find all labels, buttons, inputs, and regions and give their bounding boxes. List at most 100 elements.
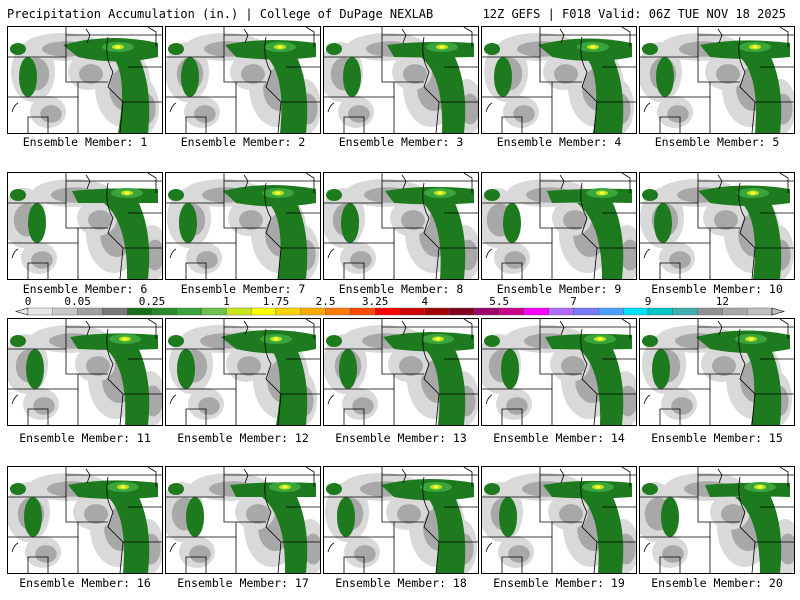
moderate-precip-area bbox=[326, 331, 474, 425]
colorbar-swatch bbox=[399, 307, 425, 316]
member-label-8: Ensemble Member: 8 bbox=[338, 282, 464, 296]
colorbar-svg: 0 0.05 0.25 1 1.75 2.5 3.25 4 5.5 7 9 12 bbox=[14, 295, 786, 316]
colorbar-swatch bbox=[226, 307, 252, 316]
state-borders bbox=[8, 27, 162, 133]
member-label-5: Ensemble Member: 5 bbox=[654, 135, 780, 149]
ensemble-map-11 bbox=[7, 318, 163, 426]
colorbar-tick-label: 2.5 bbox=[316, 296, 336, 308]
member-label-9: Ensemble Member: 9 bbox=[496, 282, 622, 296]
map-svg bbox=[324, 27, 478, 133]
colorbar-max-arrow bbox=[771, 307, 786, 316]
moderate-precip-area bbox=[642, 40, 790, 133]
ensemble-map-5 bbox=[639, 26, 795, 134]
map-svg bbox=[640, 467, 794, 573]
moderate-precip-area bbox=[10, 480, 158, 573]
moderate-precip-area bbox=[642, 330, 790, 425]
state-borders bbox=[482, 27, 636, 133]
moderate-precip-area bbox=[326, 41, 474, 133]
member-label-17: Ensemble Member: 17 bbox=[177, 576, 309, 590]
state-borders bbox=[640, 319, 794, 425]
colorbar-swatch bbox=[27, 307, 53, 316]
ensemble-map-14 bbox=[481, 318, 637, 426]
colorbar-swatch bbox=[499, 307, 525, 316]
map-svg bbox=[8, 467, 162, 573]
map-svg bbox=[482, 27, 636, 133]
map-svg bbox=[166, 467, 320, 573]
member-label-2: Ensemble Member: 2 bbox=[180, 135, 306, 149]
member-label-15: Ensemble Member: 15 bbox=[651, 431, 783, 445]
map-svg bbox=[166, 319, 320, 425]
state-borders bbox=[166, 173, 320, 279]
ensemble-map-6 bbox=[7, 172, 163, 280]
ensemble-map-4 bbox=[481, 26, 637, 134]
state-borders bbox=[640, 27, 794, 133]
map-svg bbox=[324, 173, 478, 279]
ensemble-map-2 bbox=[165, 26, 321, 134]
state-borders bbox=[482, 319, 636, 425]
colorbar-min-arrow bbox=[14, 307, 29, 316]
moderate-precip-area bbox=[484, 480, 632, 573]
colorbar-swatch bbox=[176, 307, 202, 316]
moderate-precip-area bbox=[168, 482, 316, 573]
ensemble-map-7 bbox=[165, 172, 321, 280]
colorbar-tick-label: 1 bbox=[223, 296, 230, 308]
colorbar-swatch bbox=[523, 307, 549, 316]
member-label-3: Ensemble Member: 3 bbox=[338, 135, 464, 149]
colorbar-swatch bbox=[275, 307, 301, 316]
colorbar-swatch bbox=[697, 307, 723, 316]
map-svg bbox=[8, 319, 162, 425]
colorbar-swatch bbox=[102, 307, 128, 316]
colorbar-tick-label: 1.75 bbox=[263, 296, 290, 308]
member-label-13: Ensemble Member: 13 bbox=[335, 431, 467, 445]
colorbar-tick-label: 4 bbox=[421, 296, 428, 308]
colorbar-tick-label: 0 bbox=[25, 296, 32, 308]
state-borders bbox=[8, 173, 162, 279]
colorbar-swatch bbox=[623, 307, 649, 316]
moderate-precip-area bbox=[484, 333, 632, 425]
state-borders bbox=[8, 467, 162, 573]
member-label-6: Ensemble Member: 6 bbox=[22, 282, 148, 296]
state-borders bbox=[166, 467, 320, 573]
colorbar-swatch bbox=[598, 307, 624, 316]
colorbar-swatch bbox=[300, 307, 326, 316]
colorbar-swatch bbox=[747, 307, 773, 316]
colorbar-swatch bbox=[722, 307, 748, 316]
moderate-precip-area bbox=[326, 186, 474, 279]
state-borders bbox=[482, 467, 636, 573]
colorbar-swatch bbox=[548, 307, 574, 316]
moderate-precip-area bbox=[168, 39, 316, 133]
colorbar-swatch bbox=[201, 307, 227, 316]
light-precip-area bbox=[640, 473, 794, 573]
state-borders bbox=[324, 27, 478, 133]
run-valid-time: 12Z GEFS | F018 Valid: 06Z TUE NOV 18 20… bbox=[482, 7, 786, 21]
member-label-7: Ensemble Member: 7 bbox=[180, 282, 306, 296]
map-svg bbox=[482, 319, 636, 425]
state-borders bbox=[166, 27, 320, 133]
colorbar-swatch bbox=[647, 307, 673, 316]
moderate-precip-area bbox=[10, 333, 158, 425]
ensemble-map-12 bbox=[165, 318, 321, 426]
colorbar-swatch bbox=[573, 307, 599, 316]
ensemble-map-15 bbox=[639, 318, 795, 426]
ensemble-map-9 bbox=[481, 172, 637, 280]
member-label-12: Ensemble Member: 12 bbox=[177, 431, 309, 445]
state-borders bbox=[324, 467, 478, 573]
state-borders bbox=[8, 319, 162, 425]
ensemble-map-10 bbox=[639, 172, 795, 280]
map-svg bbox=[8, 173, 162, 279]
precip-colorbar: 0 0.05 0.25 1 1.75 2.5 3.25 4 5.5 7 9 12 bbox=[14, 295, 786, 320]
state-borders bbox=[640, 173, 794, 279]
colorbar-swatch bbox=[250, 307, 277, 316]
member-label-16: Ensemble Member: 16 bbox=[19, 576, 151, 590]
colorbar-swatch bbox=[449, 307, 475, 316]
moderate-precip-area bbox=[10, 188, 158, 279]
colorbar-swatch bbox=[77, 307, 103, 316]
map-svg bbox=[482, 173, 636, 279]
ensemble-map-20 bbox=[639, 466, 795, 574]
moderate-precip-area bbox=[168, 184, 316, 279]
ensemble-map-16 bbox=[7, 466, 163, 574]
colorbar-swatch bbox=[325, 307, 351, 316]
colorbar-tick-label: 0.05 bbox=[64, 296, 91, 308]
map-svg bbox=[166, 27, 320, 133]
map-svg bbox=[482, 467, 636, 573]
